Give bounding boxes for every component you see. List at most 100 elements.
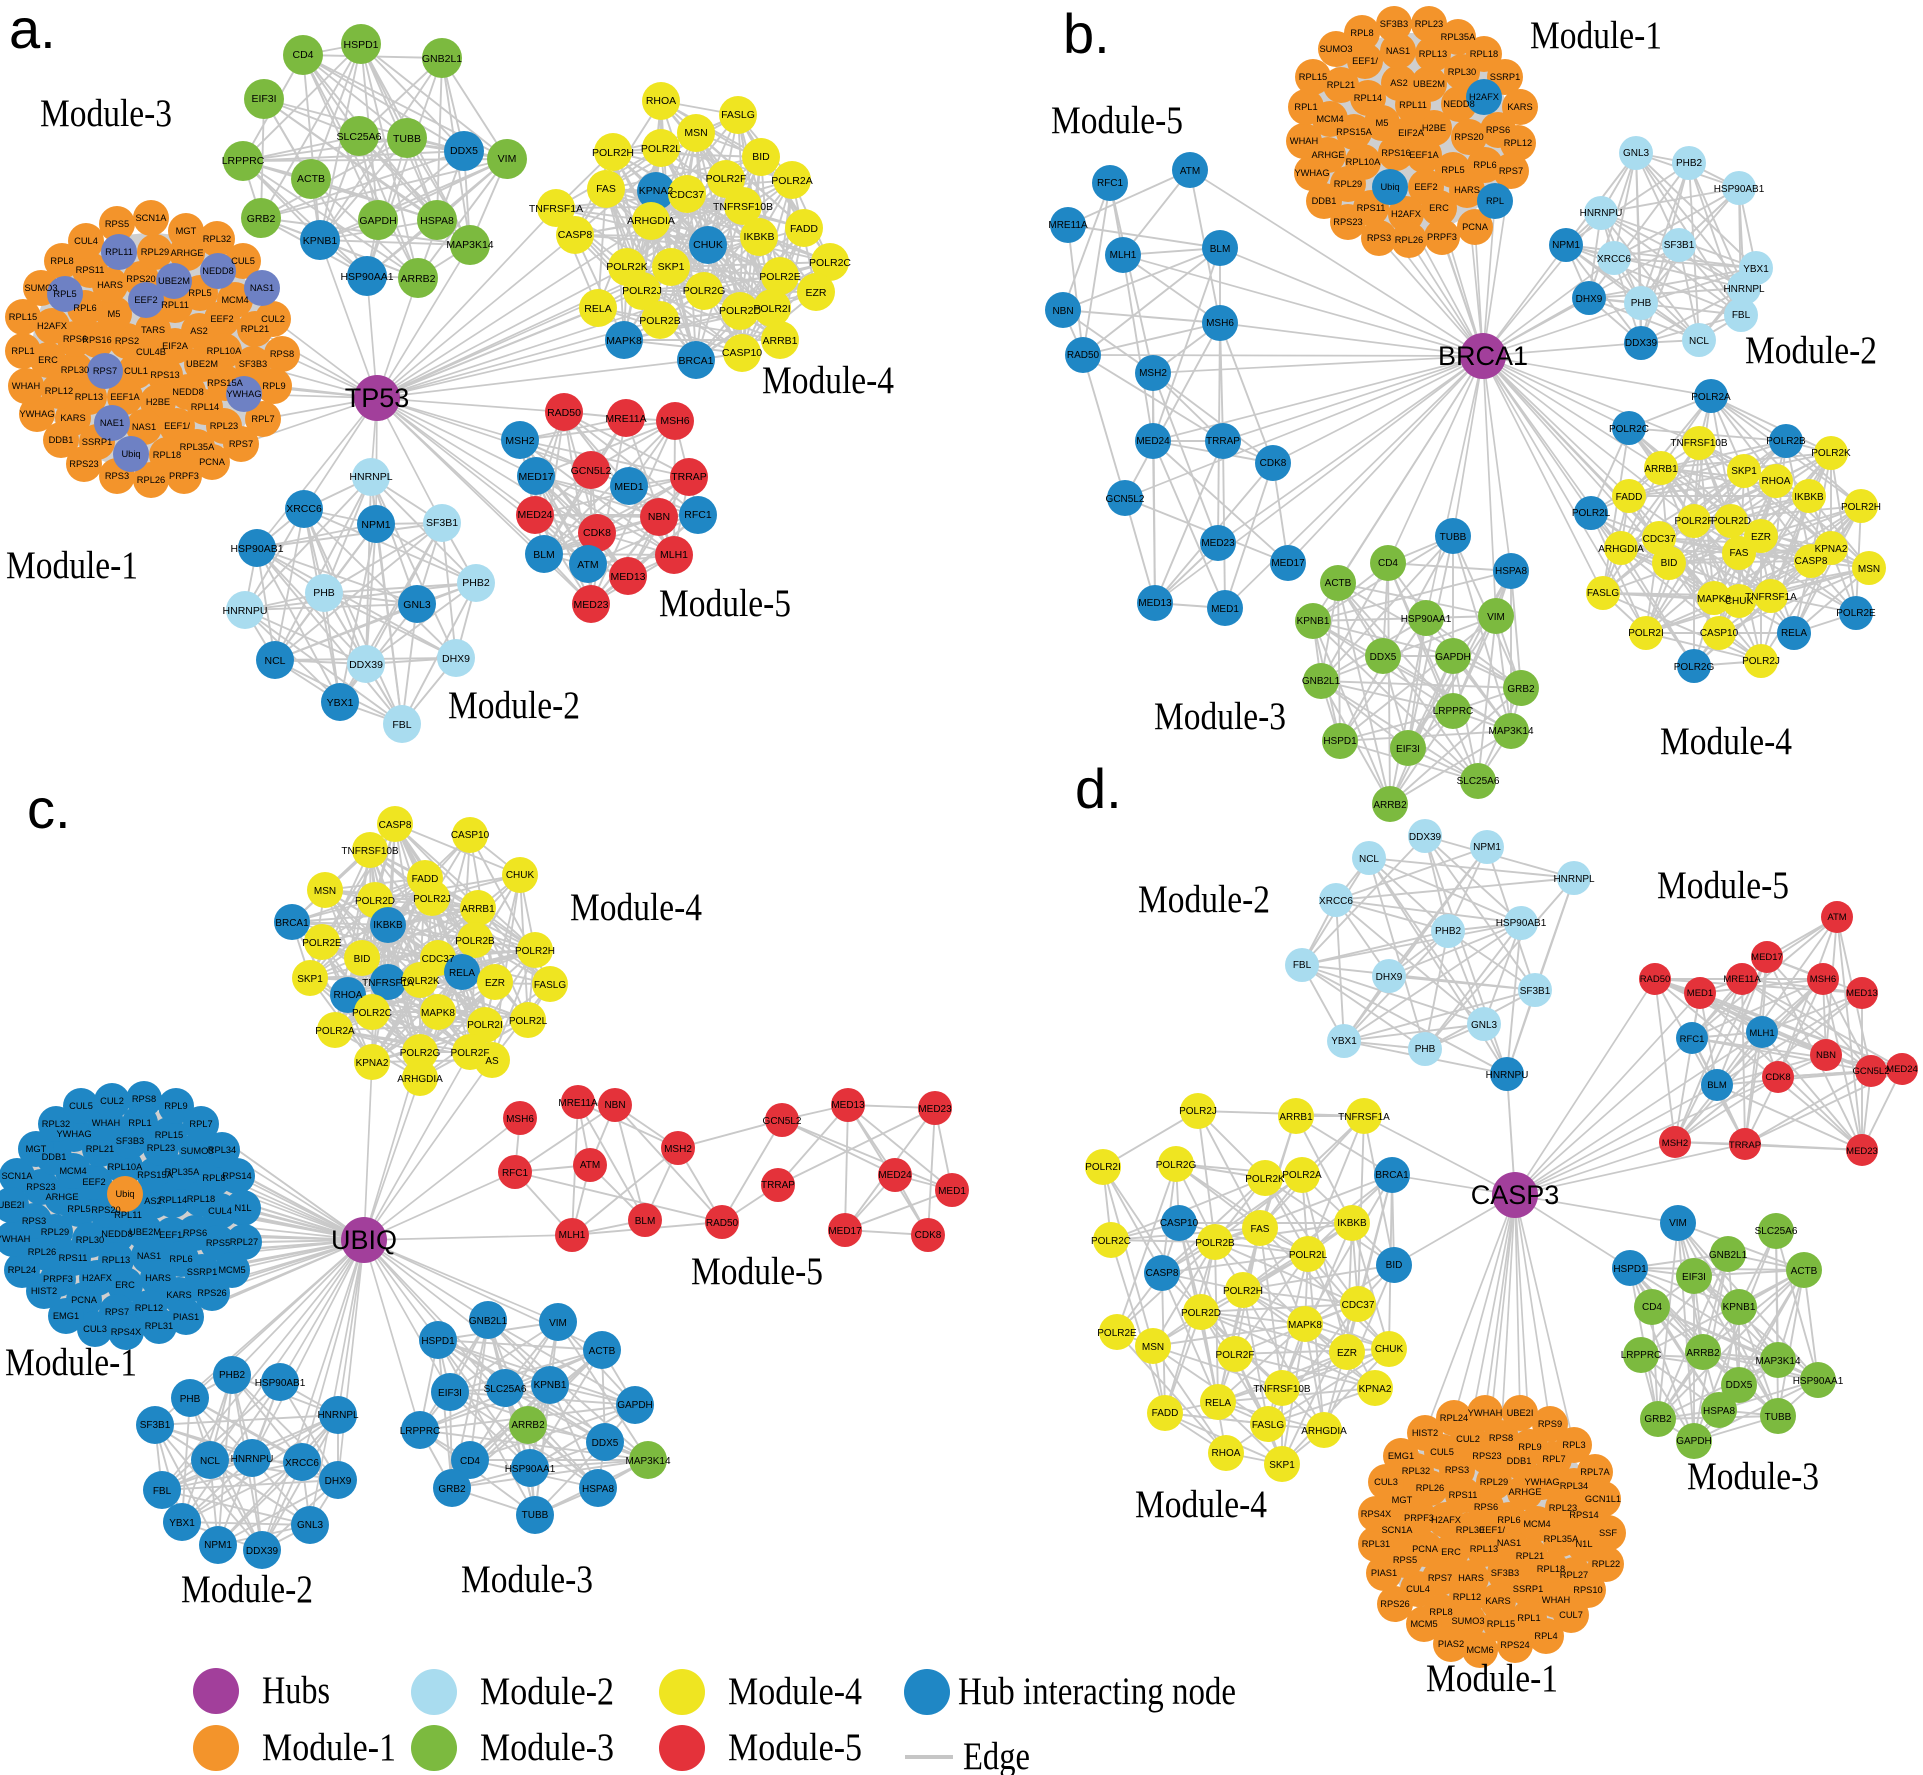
svg-text:ACTB: ACTB bbox=[297, 173, 325, 185]
svg-text:SUMO3: SUMO3 bbox=[1451, 1616, 1484, 1626]
svg-text:LRPPRC: LRPPRC bbox=[1433, 706, 1474, 717]
svg-text:CUL1: CUL1 bbox=[124, 366, 148, 376]
svg-text:RHOA: RHOA bbox=[646, 95, 676, 107]
svg-text:BLM: BLM bbox=[533, 549, 555, 561]
svg-text:Ubiq: Ubiq bbox=[1380, 182, 1399, 192]
svg-text:MED23: MED23 bbox=[1846, 1146, 1878, 1157]
svg-text:CUL3: CUL3 bbox=[83, 1324, 107, 1334]
svg-text:NCL: NCL bbox=[264, 655, 285, 667]
svg-text:HSPA8: HSPA8 bbox=[1495, 566, 1527, 577]
svg-text:NAS1: NAS1 bbox=[137, 1251, 161, 1261]
svg-text:RFC1: RFC1 bbox=[1097, 178, 1124, 189]
svg-text:RPL32: RPL32 bbox=[1402, 1466, 1430, 1476]
svg-text:CD4: CD4 bbox=[460, 1456, 480, 1467]
svg-text:MED1: MED1 bbox=[1687, 988, 1713, 999]
svg-text:MAPK8: MAPK8 bbox=[1288, 1320, 1322, 1331]
svg-text:Module-5: Module-5 bbox=[691, 1250, 823, 1293]
svg-text:RPL1: RPL1 bbox=[11, 346, 34, 356]
svg-text:DHX9: DHX9 bbox=[1576, 294, 1603, 305]
svg-text:RPS11: RPS11 bbox=[1449, 1490, 1478, 1500]
svg-text:RPL7: RPL7 bbox=[189, 1119, 212, 1129]
svg-text:MSN: MSN bbox=[684, 127, 707, 139]
svg-text:ARRB2: ARRB2 bbox=[400, 273, 435, 285]
svg-text:DHX9: DHX9 bbox=[1376, 972, 1403, 983]
svg-text:RPL10A: RPL10A bbox=[207, 346, 242, 356]
svg-text:RPL30: RPL30 bbox=[76, 1235, 104, 1245]
svg-text:CUL5: CUL5 bbox=[231, 256, 255, 266]
svg-text:MED24: MED24 bbox=[1136, 436, 1170, 447]
svg-text:KPNB1: KPNB1 bbox=[303, 235, 338, 247]
svg-text:CASP10: CASP10 bbox=[722, 347, 762, 359]
svg-text:CASP8: CASP8 bbox=[558, 229, 593, 241]
svg-text:POLR2B: POLR2B bbox=[1195, 1238, 1235, 1249]
svg-text:CUL3: CUL3 bbox=[1374, 1477, 1398, 1487]
svg-text:POLR2A: POLR2A bbox=[771, 175, 812, 187]
svg-text:POLR2C: POLR2C bbox=[352, 1008, 392, 1019]
svg-text:RPL13: RPL13 bbox=[1419, 49, 1447, 59]
svg-text:GAPDH: GAPDH bbox=[1435, 652, 1471, 663]
svg-text:GCN5L2: GCN5L2 bbox=[763, 1116, 802, 1127]
svg-text:RHOA: RHOA bbox=[1212, 1448, 1241, 1459]
svg-text:MED24: MED24 bbox=[1886, 1064, 1918, 1075]
svg-text:NPM1: NPM1 bbox=[1552, 240, 1580, 251]
svg-text:RFC1: RFC1 bbox=[684, 509, 712, 521]
svg-text:YWHAG: YWHAG bbox=[1524, 1477, 1559, 1487]
svg-text:CD4: CD4 bbox=[1642, 1302, 1662, 1313]
svg-text:MED13: MED13 bbox=[831, 1100, 865, 1111]
svg-text:RPL29: RPL29 bbox=[141, 247, 169, 257]
svg-text:GCN5L2: GCN5L2 bbox=[1106, 494, 1145, 505]
svg-text:RPL11: RPL11 bbox=[161, 300, 189, 310]
svg-text:RPL12: RPL12 bbox=[135, 1303, 163, 1313]
svg-text:EEF2: EEF2 bbox=[82, 1177, 105, 1187]
svg-text:RPS23: RPS23 bbox=[1472, 1451, 1501, 1461]
svg-text:POLR2E: POLR2E bbox=[1097, 1328, 1137, 1339]
svg-text:RFC1: RFC1 bbox=[1680, 1034, 1705, 1045]
svg-text:PHB2: PHB2 bbox=[462, 577, 490, 589]
svg-text:EIF3I: EIF3I bbox=[251, 93, 276, 105]
svg-text:MAP3K14: MAP3K14 bbox=[625, 1456, 670, 1467]
svg-text:HNRNPU: HNRNPU bbox=[223, 605, 268, 617]
svg-text:DDB1: DDB1 bbox=[49, 435, 74, 445]
svg-text:POLR2H: POLR2H bbox=[1223, 1286, 1263, 1297]
svg-text:POLR2B: POLR2B bbox=[639, 315, 680, 327]
svg-text:GRB2: GRB2 bbox=[1507, 684, 1535, 695]
svg-text:DDB1: DDB1 bbox=[1507, 1456, 1532, 1466]
svg-text:NAS1: NAS1 bbox=[250, 283, 274, 293]
svg-text:POLR2F: POLR2F bbox=[1216, 1350, 1255, 1361]
svg-text:MRE11A: MRE11A bbox=[605, 413, 646, 425]
svg-text:RPL9: RPL9 bbox=[262, 381, 285, 391]
svg-text:SSRP1: SSRP1 bbox=[82, 437, 113, 447]
svg-text:RPL23: RPL23 bbox=[1415, 19, 1443, 29]
svg-text:ARRB1: ARRB1 bbox=[1644, 464, 1678, 475]
svg-text:KARS: KARS bbox=[166, 1290, 191, 1300]
svg-text:PHB: PHB bbox=[180, 1394, 201, 1405]
svg-text:RPL13: RPL13 bbox=[75, 392, 103, 402]
svg-text:HSP90AB1: HSP90AB1 bbox=[1496, 918, 1547, 929]
svg-text:POLR2F: POLR2F bbox=[706, 173, 747, 185]
svg-text:NPM1: NPM1 bbox=[361, 519, 390, 531]
svg-text:RPS3: RPS3 bbox=[1367, 233, 1391, 243]
svg-text:EMG1: EMG1 bbox=[53, 1311, 79, 1321]
svg-text:FASLG: FASLG bbox=[1587, 588, 1619, 599]
svg-text:IKBKB: IKBKB bbox=[744, 231, 775, 243]
svg-text:CUL4: CUL4 bbox=[208, 1206, 232, 1216]
svg-text:RPL18: RPL18 bbox=[1537, 1564, 1565, 1574]
svg-text:HNRNPL: HNRNPL bbox=[349, 471, 392, 483]
svg-text:POLR2B: POLR2B bbox=[455, 936, 495, 947]
svg-text:RPL6: RPL6 bbox=[1473, 160, 1496, 170]
svg-text:GNB2L1: GNB2L1 bbox=[1709, 1250, 1748, 1261]
svg-text:PHB2: PHB2 bbox=[1676, 158, 1703, 169]
svg-text:UBE2M: UBE2M bbox=[186, 359, 218, 369]
svg-text:CHUK: CHUK bbox=[693, 239, 723, 251]
svg-text:HNRNPL: HNRNPL bbox=[1553, 874, 1595, 885]
svg-text:NAS1: NAS1 bbox=[1386, 46, 1410, 56]
svg-text:ARRB1: ARRB1 bbox=[1279, 1112, 1313, 1123]
svg-text:H2AFX: H2AFX bbox=[1391, 209, 1421, 219]
svg-text:HIST2: HIST2 bbox=[31, 1286, 57, 1296]
svg-text:HSPA8: HSPA8 bbox=[1703, 1406, 1735, 1417]
svg-text:KPNB1: KPNB1 bbox=[1297, 616, 1330, 627]
svg-text:GNL3: GNL3 bbox=[1623, 148, 1650, 159]
svg-text:HSPD1: HSPD1 bbox=[421, 1336, 455, 1347]
svg-text:POLR2H: POLR2H bbox=[1841, 502, 1881, 513]
svg-text:SUMO3: SUMO3 bbox=[180, 1146, 213, 1156]
